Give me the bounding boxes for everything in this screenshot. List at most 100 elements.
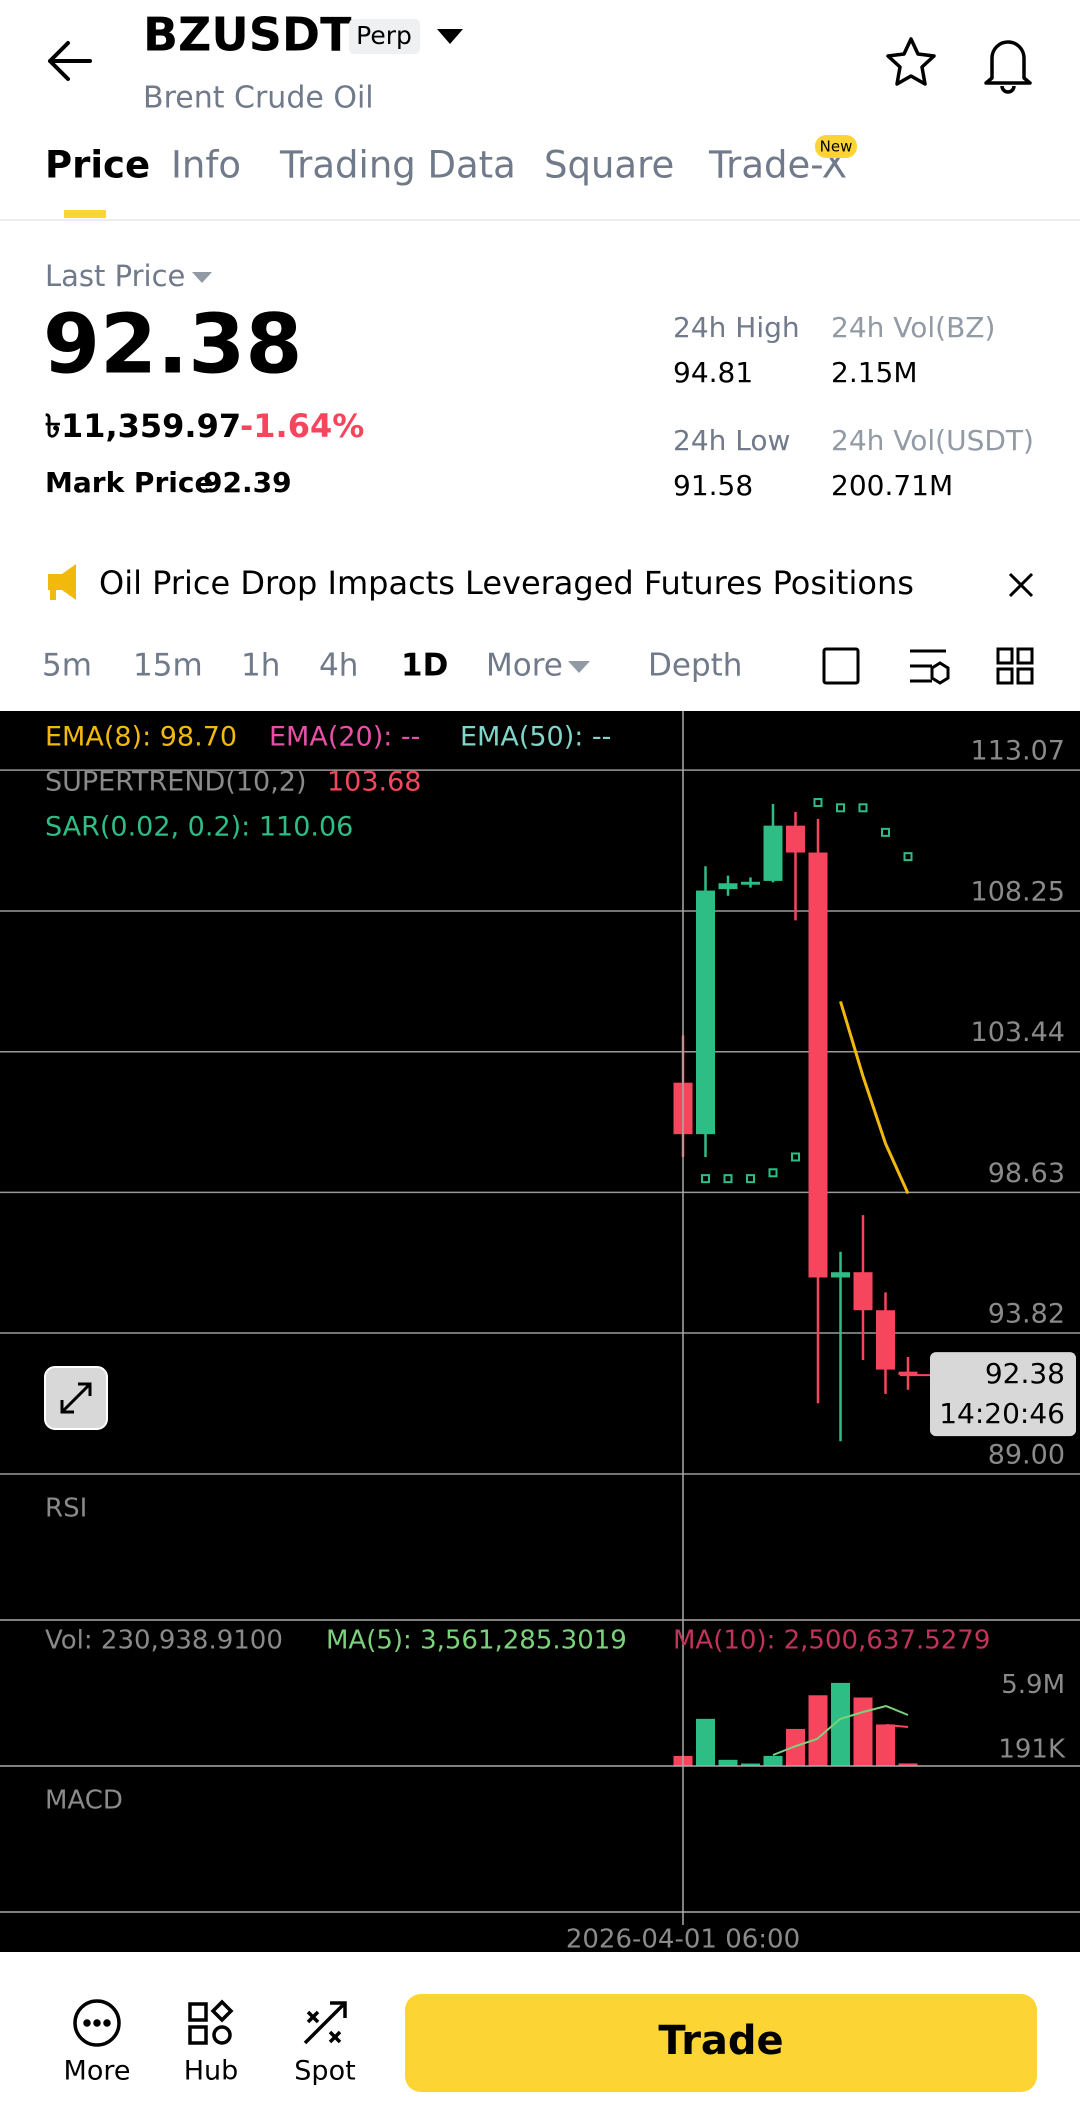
alert-button[interactable] — [984, 40, 1032, 94]
favorite-button[interactable] — [886, 37, 936, 86]
close-announcement[interactable] — [1008, 572, 1034, 598]
tab[interactable]: Info — [171, 144, 241, 187]
interval[interactable]: 1h — [241, 648, 280, 684]
volume-bar — [696, 1718, 715, 1766]
stat-label: 24h High — [673, 311, 800, 344]
indicator-label: EMA(20): -- — [269, 722, 420, 753]
tool-icon[interactable] — [930, 661, 950, 685]
tab-indicator — [64, 210, 106, 218]
nav-label[interactable]: Hub — [184, 2056, 239, 2087]
interval[interactable]: Depth — [648, 648, 742, 684]
back-button[interactable] — [48, 41, 92, 81]
price-tag-price: 92.38 — [985, 1357, 1065, 1390]
perp-badge: Perp — [356, 21, 412, 50]
candle-body — [786, 825, 805, 853]
crosshair-date: 2026-04-01 06:00 — [566, 1925, 800, 1955]
tab[interactable]: Price — [45, 144, 150, 187]
y-tick-label: 98.63 — [988, 1158, 1065, 1189]
sar-dot — [791, 1152, 800, 1162]
hub-icon[interactable] — [212, 2025, 232, 2045]
candle-body — [718, 883, 738, 890]
price-change: -1.64% — [240, 407, 364, 445]
price-tag — [930, 1352, 1076, 1437]
indicator-label: EMA(50): -- — [460, 722, 611, 753]
announcement-icon — [48, 564, 76, 600]
stat-label: 24h Vol(USDT) — [831, 424, 1034, 457]
nav-label[interactable]: Spot — [294, 2056, 355, 2087]
last-price-label: Last Price — [45, 259, 185, 293]
sar-dot — [836, 803, 845, 813]
dot — [93, 2019, 101, 2027]
chart-bg — [0, 711, 1080, 1952]
new-badge: New — [820, 138, 853, 156]
supertrend-value: 103.68 — [327, 767, 421, 798]
volume-bar — [763, 1755, 783, 1766]
subtitle: Brent Crude Oil — [143, 81, 374, 116]
trade-button[interactable] — [405, 1994, 1037, 2092]
symbol: BZUSDT — [143, 8, 352, 62]
dot — [103, 2019, 111, 2027]
volume-tick-label: 191K — [998, 1734, 1066, 1764]
y-tick-label: 113.07 — [971, 736, 1065, 767]
volume-bar — [741, 1763, 760, 1766]
volume-bar — [853, 1697, 873, 1766]
spot-icon[interactable] — [303, 2001, 347, 2045]
ma10-line — [885, 1724, 909, 1728]
candle-body — [898, 1371, 918, 1376]
volume-bar — [831, 1682, 850, 1766]
tool-icon[interactable] — [996, 647, 1014, 665]
fullscreen-icon — [60, 1382, 92, 1414]
sar-dot — [813, 798, 823, 808]
volume-bar — [898, 1763, 918, 1766]
stat-label: 24h Low — [673, 424, 790, 457]
more-dropdown[interactable] — [568, 661, 590, 673]
tab[interactable]: Trading Data — [279, 144, 516, 187]
symbol-dropdown[interactable] — [437, 29, 463, 44]
stat-value: 91.58 — [673, 469, 753, 502]
trade-label: Trade — [658, 2018, 783, 2064]
hub-icon[interactable] — [210, 1999, 234, 2023]
sar-dot — [903, 852, 913, 862]
more-icon[interactable] — [73, 1999, 121, 2047]
ma5-label: MA(5): 3,561,285.3019 — [326, 1626, 627, 1656]
vol-label: Vol: 230,938.9100 — [45, 1626, 283, 1656]
tool-icon[interactable] — [1016, 667, 1034, 685]
tool-icon[interactable] — [822, 647, 860, 685]
ma10-label: MA(10): 2,500,637.5279 — [673, 1626, 990, 1656]
tool-icon[interactable] — [1016, 647, 1034, 665]
sar-dot — [723, 1174, 733, 1184]
volume-bar — [718, 1759, 738, 1766]
hub-icon[interactable] — [188, 2025, 208, 2045]
tool-icon[interactable] — [996, 667, 1014, 685]
price-tag-time: 14:20:46 — [939, 1397, 1065, 1430]
stat-label: 24h Vol(BZ) — [831, 311, 995, 344]
sar-dot — [746, 1174, 755, 1184]
y-tick-label: 93.82 — [988, 1299, 1065, 1330]
ma5-line — [772, 1704, 909, 1756]
rsi-label: RSI — [45, 1494, 87, 1524]
chart-tools — [822, 647, 1034, 685]
sar-dot — [768, 1168, 778, 1178]
tool-icon[interactable] — [910, 649, 946, 683]
interval[interactable]: 1D — [401, 648, 448, 684]
sar-label: SAR(0.02, 0.2): 110.06 — [45, 812, 353, 843]
tab[interactable]: Square — [544, 144, 674, 187]
interval[interactable]: 4h — [319, 648, 358, 684]
interval[interactable]: 5m — [42, 648, 92, 684]
sar-dot — [858, 803, 868, 813]
fiat-price: ৳11,359.97 — [45, 407, 241, 445]
badge-bg — [349, 19, 420, 54]
volume-bar — [808, 1695, 828, 1766]
volume-bar — [876, 1724, 895, 1766]
interval[interactable]: More — [486, 648, 563, 684]
nav-label[interactable]: More — [64, 2056, 131, 2087]
sar-dot — [881, 827, 890, 837]
hub-icon[interactable] — [188, 2002, 208, 2022]
interval[interactable]: 15m — [133, 648, 203, 684]
announcement[interactable]: Oil Price Drop Impacts Leveraged Futures… — [99, 564, 914, 602]
last-price-dropdown[interactable] — [192, 272, 212, 283]
mark-price: 92.39 — [203, 466, 292, 499]
supertrend-label: SUPERTREND(10,2) — [45, 767, 307, 798]
stat-value: 94.81 — [673, 356, 753, 389]
